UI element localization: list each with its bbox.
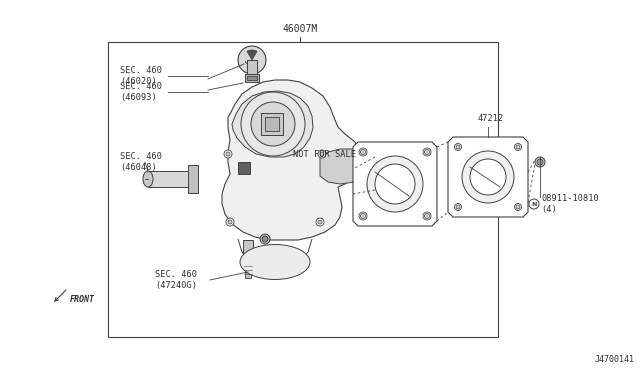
- Circle shape: [360, 214, 365, 218]
- Bar: [265, 117, 279, 131]
- Circle shape: [224, 150, 232, 158]
- Circle shape: [316, 218, 324, 226]
- Circle shape: [375, 164, 415, 204]
- Bar: [238, 162, 250, 174]
- Polygon shape: [353, 142, 437, 226]
- Bar: [245, 262, 251, 278]
- Circle shape: [535, 157, 545, 167]
- Text: SEC. 460
(46093): SEC. 460 (46093): [120, 82, 162, 102]
- Circle shape: [423, 148, 431, 156]
- Circle shape: [470, 159, 506, 195]
- Text: FRONT: FRONT: [70, 295, 95, 305]
- Circle shape: [516, 145, 520, 149]
- Circle shape: [456, 145, 460, 149]
- Circle shape: [360, 150, 365, 154]
- Bar: [243, 240, 253, 262]
- Circle shape: [251, 102, 295, 146]
- Circle shape: [359, 212, 367, 220]
- Circle shape: [424, 214, 429, 218]
- Polygon shape: [320, 149, 360, 184]
- Circle shape: [318, 150, 326, 158]
- Text: SEC. 460
(47240G): SEC. 460 (47240G): [155, 270, 197, 290]
- Circle shape: [318, 220, 322, 224]
- Circle shape: [238, 46, 266, 74]
- Circle shape: [226, 218, 234, 226]
- Circle shape: [320, 152, 324, 156]
- Text: 47212: 47212: [478, 114, 504, 123]
- Polygon shape: [448, 137, 528, 217]
- Circle shape: [515, 203, 522, 211]
- Text: 46007M: 46007M: [282, 24, 317, 34]
- Bar: [148, 171, 190, 187]
- Circle shape: [226, 152, 230, 156]
- Circle shape: [529, 199, 539, 209]
- Circle shape: [423, 212, 431, 220]
- Bar: [188, 165, 198, 193]
- Text: N: N: [531, 202, 537, 206]
- Text: SEC. 460
(46020): SEC. 460 (46020): [120, 66, 162, 86]
- Polygon shape: [222, 80, 360, 240]
- Bar: [261, 113, 283, 135]
- Circle shape: [456, 205, 460, 209]
- Circle shape: [228, 220, 232, 224]
- Circle shape: [462, 151, 514, 203]
- Circle shape: [516, 205, 520, 209]
- Ellipse shape: [240, 244, 310, 279]
- Text: J4700141: J4700141: [595, 355, 635, 364]
- Circle shape: [537, 159, 543, 165]
- Text: NOT FOR SALE: NOT FOR SALE: [293, 150, 356, 158]
- Circle shape: [454, 144, 461, 151]
- Ellipse shape: [143, 171, 153, 187]
- Bar: [108, 42, 498, 337]
- Circle shape: [515, 144, 522, 151]
- Bar: [247, 76, 257, 80]
- Polygon shape: [355, 157, 377, 180]
- Circle shape: [424, 150, 429, 154]
- Circle shape: [454, 203, 461, 211]
- Polygon shape: [232, 91, 313, 157]
- Bar: [247, 60, 257, 74]
- Text: SEC. 460
(46048): SEC. 460 (46048): [120, 152, 162, 172]
- Circle shape: [241, 92, 305, 156]
- Text: 08911-10810
(4): 08911-10810 (4): [541, 194, 599, 214]
- Bar: [245, 74, 259, 82]
- Circle shape: [260, 234, 270, 244]
- Circle shape: [367, 156, 423, 212]
- Wedge shape: [247, 50, 257, 60]
- Circle shape: [359, 148, 367, 156]
- Circle shape: [262, 236, 268, 242]
- Polygon shape: [242, 255, 254, 269]
